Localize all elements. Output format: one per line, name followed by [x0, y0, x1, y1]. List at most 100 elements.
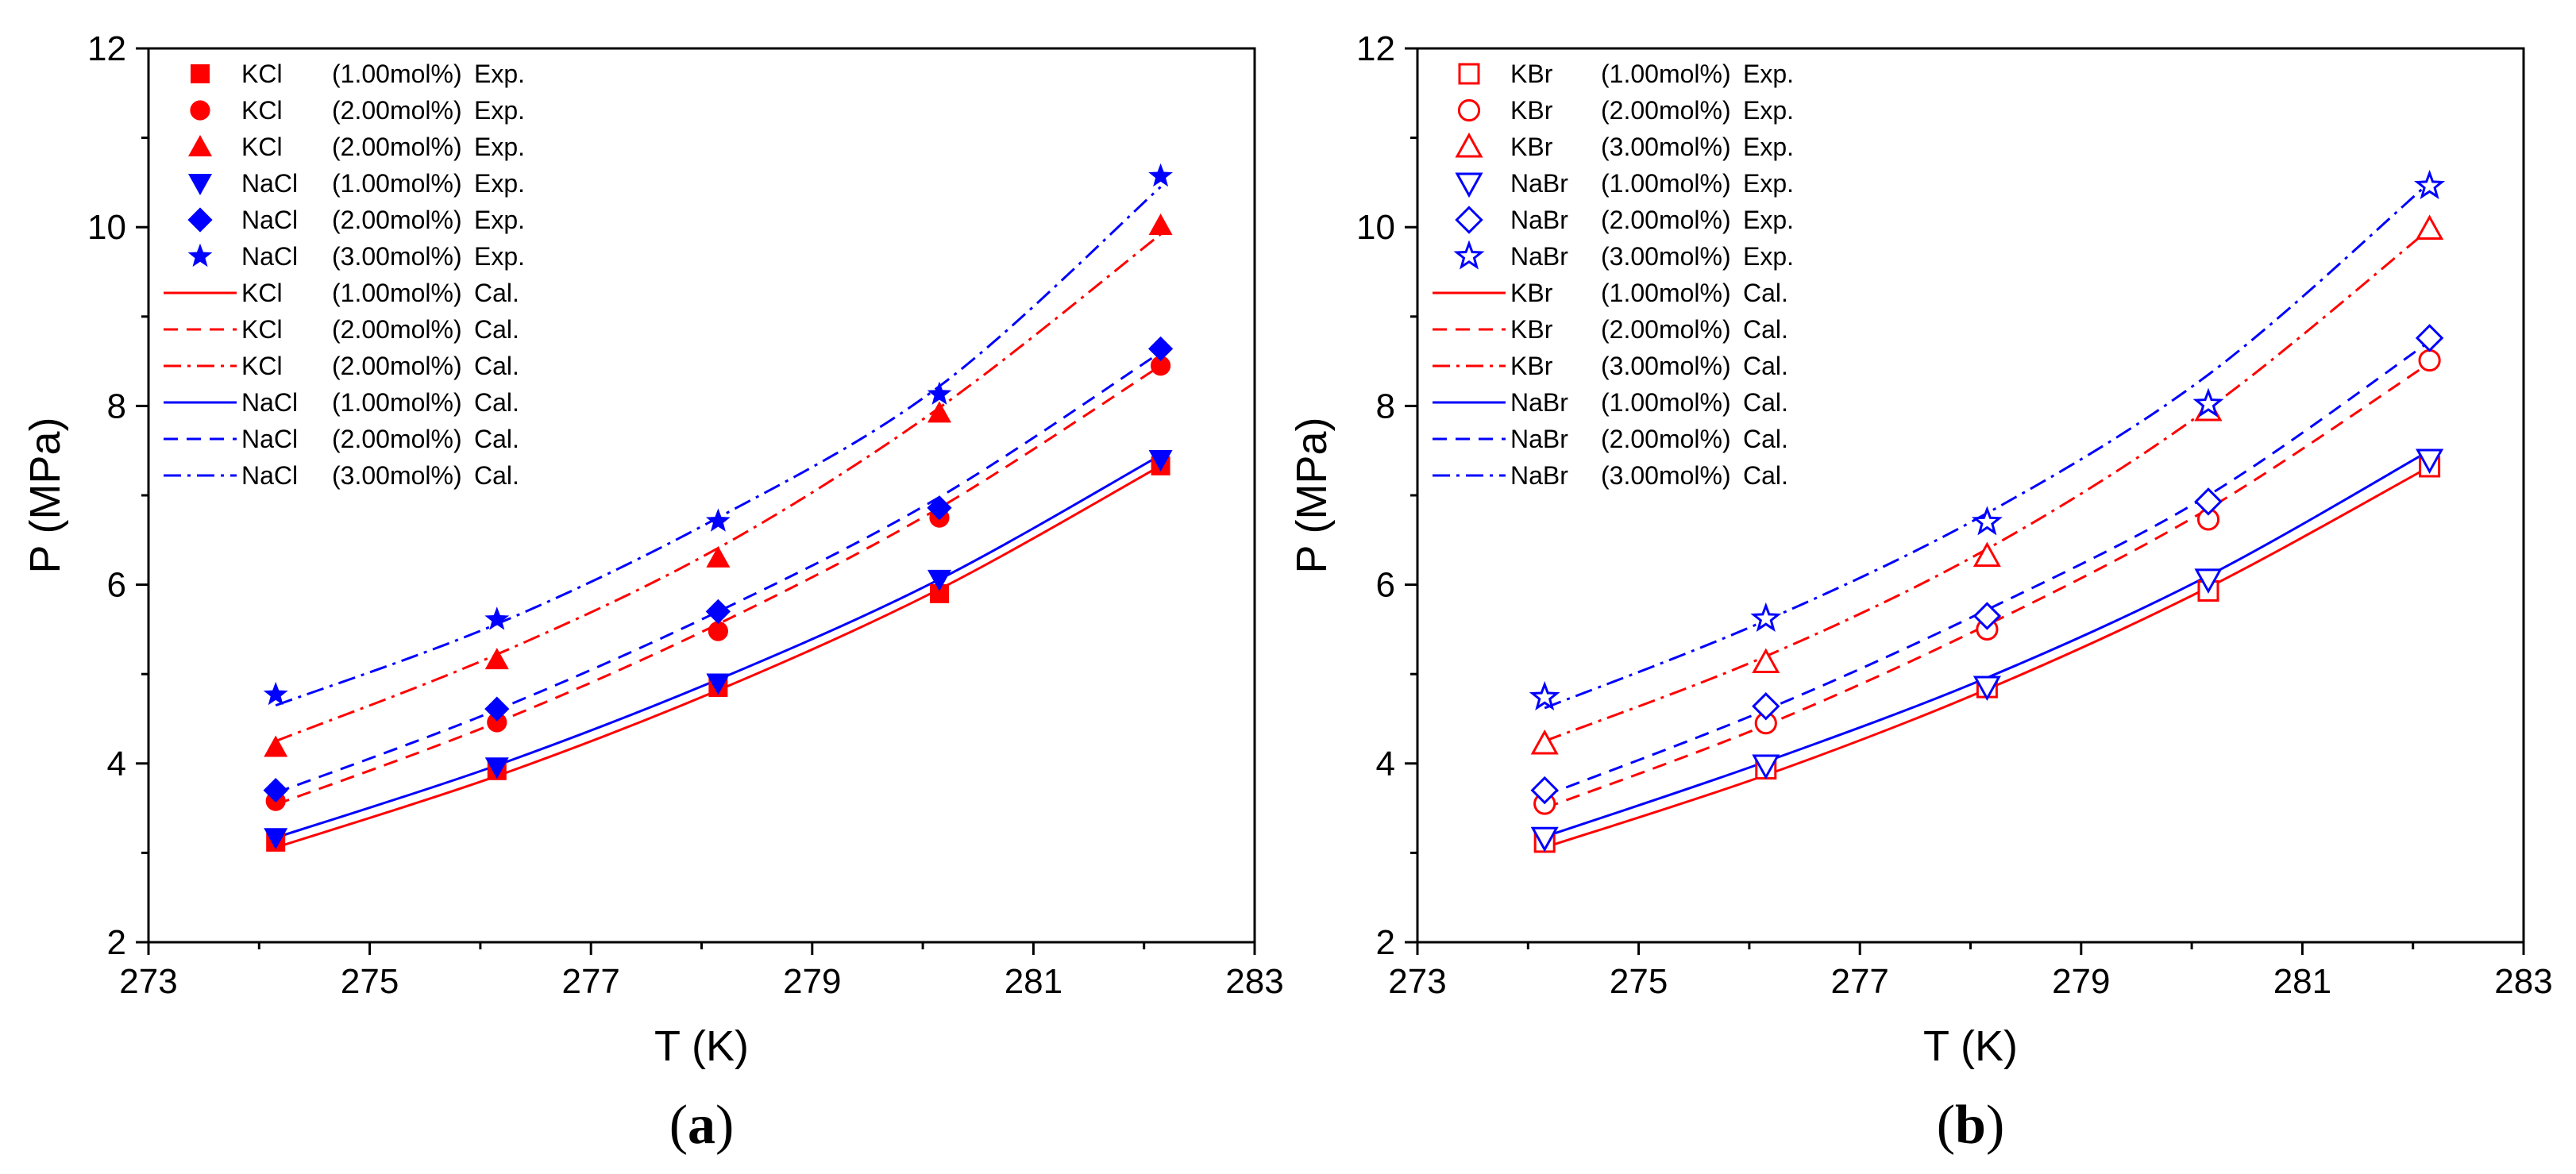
x-tick-label: 275: [1610, 962, 1668, 1001]
legend-type: Cal.: [1743, 461, 1788, 490]
panel-label-open: (: [1937, 1095, 1955, 1156]
legend-marker-square: [1458, 63, 1480, 85]
exp-point-kcl-triangle-up: [1148, 213, 1173, 235]
legend-salt: KCl: [241, 133, 283, 161]
exp-point-nacl-star: [706, 508, 731, 532]
legend-type: Exp.: [1743, 96, 1794, 125]
y-tick-label: 12: [87, 29, 126, 68]
legend-type: Cal.: [474, 425, 519, 453]
legend-type: Exp.: [1743, 242, 1794, 271]
exp-point-kcl-circle: [487, 712, 507, 733]
x-tick-label: 273: [119, 962, 177, 1001]
legend-salt: KCl: [241, 352, 283, 380]
cal-line-nabr-4: [1544, 341, 2431, 797]
x-tick-label: 277: [1830, 962, 1888, 1001]
legend-concentration: (3.00mol%): [1601, 461, 1731, 490]
legend-marker-circle: [190, 100, 210, 121]
legend-marker-triangle-down: [1455, 172, 1483, 198]
legend-concentration: (2.00mol%): [332, 315, 462, 344]
exp-point-kbr-triangle-up: [2416, 214, 2444, 240]
legend-type: Cal.: [474, 279, 519, 307]
legend-type: Exp.: [474, 133, 525, 161]
exp-point-kcl-triangle-up: [264, 735, 288, 757]
exp-point-nabr-diamond: [1972, 602, 2002, 630]
exp-point-nacl-diamond: [927, 495, 952, 521]
legend-type: Cal.: [1743, 279, 1788, 307]
legend-marker-star: [1453, 240, 1485, 270]
exp-point-nacl-diamond: [263, 777, 288, 803]
exp-point-kbr-circle: [2418, 348, 2441, 372]
exp-point-nabr-triangle-down: [2194, 568, 2223, 594]
legend-concentration: (1.00mol%): [332, 388, 462, 417]
exp-point-nacl-star: [927, 381, 952, 405]
x-tick-label: 283: [1225, 962, 1283, 1001]
legend-concentration: (2.00mol%): [332, 425, 462, 453]
legend-salt: KBr: [1510, 96, 1553, 125]
exp-point-kbr-triangle-up: [1530, 729, 1559, 755]
exp-point-nacl-star: [1148, 163, 1173, 187]
exp-point-nabr-triangle-down: [2416, 448, 2444, 475]
exp-point-nacl-diamond: [1147, 336, 1174, 361]
legend-type: Exp.: [474, 96, 525, 125]
exp-point-nacl-triangle-down: [1148, 449, 1173, 472]
panel-label-close: ): [1986, 1095, 2004, 1156]
legend-type: Exp.: [1743, 206, 1794, 234]
legend-concentration: (2.00mol%): [332, 206, 462, 234]
x-axis-title: T (K): [1923, 1022, 2018, 1070]
chart-panel-a: 273 275 277 279 281 283 2 4 6 8 10 12 T (K) P (MPa) (a…: [21, 29, 1284, 1156]
y-tick-label: 12: [1356, 29, 1395, 68]
y-tick-label: 6: [1376, 566, 1395, 605]
legend-concentration: (3.00mol%): [1601, 133, 1731, 161]
panel-label-letter: b: [1955, 1095, 1986, 1156]
y-tick-label: 10: [1356, 208, 1395, 247]
legend-salt: NaCl: [241, 206, 298, 234]
legend-salt: KBr: [1510, 60, 1553, 88]
legend-type: Exp.: [1743, 60, 1794, 88]
legend-concentration: (2.00mol%): [1601, 96, 1731, 125]
x-tick-label: 281: [2273, 962, 2331, 1001]
y-tick-label: 2: [1376, 923, 1395, 962]
x-tick-label: 273: [1388, 962, 1446, 1001]
x-tick-label: 283: [2494, 962, 2552, 1001]
legend-salt: NaBr: [1510, 206, 1568, 234]
legend-marker-triangle-up: [1455, 132, 1483, 158]
exp-point-nabr-triangle-down: [1972, 676, 2001, 702]
exp-point-kcl-triangle-up: [927, 401, 951, 423]
panel-label-close: ): [715, 1095, 734, 1156]
legend-salt: NaCl: [241, 425, 298, 453]
exp-point-kcl-circle: [1150, 356, 1171, 376]
legend-concentration: (2.00mol%): [1601, 425, 1731, 453]
exp-point-nabr-diamond: [2194, 487, 2223, 516]
exp-point-nacl-diamond: [484, 696, 510, 722]
exp-point-nabr-star: [1529, 681, 1560, 711]
legend-salt: NaBr: [1510, 169, 1568, 198]
y-axis-title: P (MPa): [1288, 417, 1336, 573]
x-tick-label: 275: [341, 962, 399, 1001]
legend-concentration: (2.00mol%): [332, 133, 462, 161]
cal-line-nabr-5: [1544, 181, 2431, 710]
legend-concentration: (2.00mol%): [1601, 315, 1731, 344]
x-axis-title: T (K): [654, 1022, 749, 1070]
exp-point-nacl-star: [263, 681, 288, 706]
legend-type: Cal.: [1743, 315, 1788, 344]
legend-marker-star: [187, 243, 213, 268]
legend-salt: NaCl: [241, 388, 298, 417]
exp-point-nacl-triangle-down: [927, 569, 951, 591]
legend-concentration: (3.00mol%): [1601, 352, 1731, 380]
legend-type: Exp.: [1743, 169, 1794, 198]
legend-salt: NaCl: [241, 242, 298, 271]
legend-marker-diamond: [187, 207, 213, 233]
legend-type: Cal.: [1743, 388, 1788, 417]
legend-marker-circle: [1457, 98, 1481, 122]
legend-concentration: (1.00mol%): [332, 60, 462, 88]
exp-point-nabr-star: [1750, 602, 1782, 632]
legend-salt: NaBr: [1510, 461, 1568, 490]
exp-point-kbr-triangle-up: [1972, 541, 2001, 568]
legend-salt: NaBr: [1510, 388, 1568, 417]
exp-point-nabr-triangle-down: [1530, 826, 1559, 853]
legend-salt: NaBr: [1510, 242, 1568, 271]
legend-salt: NaCl: [241, 461, 298, 490]
legend-concentration: (1.00mol%): [332, 169, 462, 198]
legend-concentration: (3.00mol%): [332, 242, 462, 271]
